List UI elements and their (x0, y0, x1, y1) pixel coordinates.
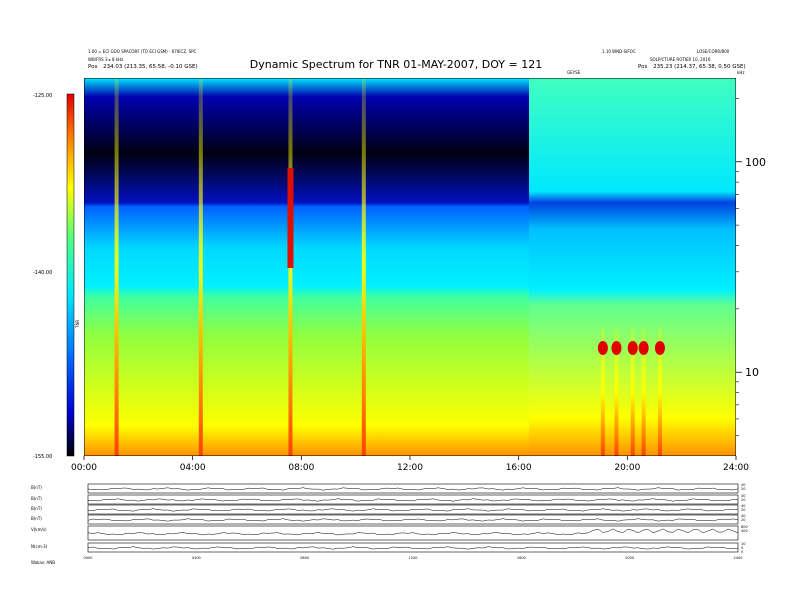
header-left-line1: 1.00 = ECI GOO SPACORF (TO ECI GSM) - 67… (88, 49, 197, 54)
burst-core (597, 341, 608, 355)
colorbar-tick-top: -125.00 (33, 93, 52, 99)
x-tick-label: 08:00 (288, 463, 314, 473)
y-tick-label: 100 (745, 156, 766, 169)
x-tick-label: 00:00 (71, 463, 97, 473)
panel-right-tick: 20 (741, 498, 745, 502)
header-right-line1: 1.10 WND-SIFOC (602, 49, 636, 54)
panel-right-tick: 40 (741, 504, 745, 508)
x-tick-label: 04:00 (180, 463, 206, 473)
pos-label-left: Pos (88, 64, 98, 70)
burst-streak (630, 328, 635, 456)
panel-right-tick: 20 (741, 487, 745, 491)
panel-label: V(km/s) (31, 527, 47, 532)
x-tick-label: 16:00 (506, 463, 532, 473)
x-tick-label: 20:00 (614, 463, 640, 473)
burst-streak (114, 78, 119, 456)
panel-trace (87, 508, 739, 512)
spectrum-axes: 00:00 04:00 08:00 12:00 16:00 20:00 24:00 10 100 (71, 98, 766, 473)
colorbar-tick-mid: -140.00 (33, 270, 52, 276)
burst-streak (614, 328, 619, 456)
burst-streak (361, 78, 366, 456)
panel-right-tick: 5 (741, 546, 743, 550)
panel-trace (87, 528, 739, 536)
panel-x-tick: 2400 (734, 556, 743, 560)
x-tick-label: 24:00 (723, 463, 749, 473)
colorbar: -125.00 -140.00 -155.00 TNR (33, 93, 80, 460)
panel-x-tick: 0400 (192, 556, 201, 560)
header-right-line4: Pos 235.23 (214.37, 65.38, 0.50 GSE) (638, 64, 746, 70)
panel-right-tick: 800 (741, 525, 748, 529)
panel-right-tick: 40 (741, 483, 745, 487)
panel-x-tick: 1200 (409, 556, 418, 560)
panel-right-tick: 40 (741, 514, 745, 518)
panel-frame (87, 514, 739, 525)
panel-x-tick: 0800 (300, 556, 309, 560)
colorbar-tick-bottom: -155.00 (33, 454, 52, 460)
panel-trace (87, 546, 739, 550)
panel-trace (87, 487, 739, 491)
colorbar-gradient (66, 93, 75, 457)
panel-right-tick: 40 (741, 494, 745, 498)
panel-trace (87, 518, 739, 522)
header-left-line2: WB/FRS 3 ▸ 8 kHz (88, 57, 124, 62)
header-left-line3: Pos 234.03 (213.35, 65.58, -0.10 GSE) (88, 64, 198, 70)
burst-streak (657, 328, 662, 456)
panel-frame (87, 483, 739, 494)
burst-core (627, 341, 638, 355)
pos-label-right: Pos (638, 64, 648, 70)
header-right-line2: LOSE/CORR/B00 (697, 49, 730, 54)
colorbar-label: TNR (75, 320, 80, 329)
panel-right-tick: 20 (741, 508, 745, 512)
panel-frame (87, 494, 739, 505)
burst-core (638, 341, 649, 355)
panel-trace (87, 498, 739, 502)
burst-streak (600, 328, 605, 456)
footer-label: Wakas: ANB (31, 560, 55, 565)
khz-label: kHz (737, 70, 745, 75)
burst-core (654, 341, 665, 355)
burst-streak (198, 78, 203, 456)
panel-right-tick: 10 (741, 542, 745, 546)
panel-label: B(nT) (31, 516, 42, 521)
header-right-line3: SOLP/CTURE ROTIER 10, 2016 (650, 57, 711, 62)
type-iii-burst (287, 168, 294, 268)
panel-right-tick: 400 (741, 529, 748, 533)
panel-right-tick: 20 (741, 518, 745, 522)
dynamic-spectrum-heatmap (84, 78, 736, 456)
pos-value-left: 234.03 (213.35, 65.58, -0.10 GSE) (103, 64, 198, 70)
panel-frame (87, 542, 739, 553)
panel-x-tick: 1600 (517, 556, 526, 560)
burst-core (611, 341, 622, 355)
panel-label: N(cm-3) (31, 544, 48, 549)
panel-x-tick: 2000 (625, 556, 634, 560)
panel-label: B(nT) (31, 506, 42, 511)
panel-label: B(nT) (31, 485, 42, 490)
x-tick-label: 12:00 (397, 463, 423, 473)
panel-x-tick: 0000 (84, 556, 93, 560)
y-tick-label: 10 (745, 366, 759, 379)
panel-label: B(nT) (31, 496, 42, 501)
mid-label: GEYSE (567, 70, 581, 75)
chart-title: Dynamic Spectrum for TNR 01-MAY-2007, DO… (249, 58, 543, 71)
burst-streak (641, 328, 646, 456)
pos-value-right: 235.23 (214.37, 65.38, 0.50 GSE) (653, 64, 746, 70)
panel-frame (87, 504, 739, 515)
panel-right-tick: 0 (741, 550, 743, 554)
